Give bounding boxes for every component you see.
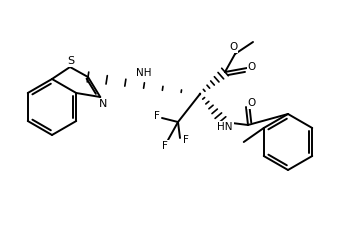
Text: O: O bbox=[248, 98, 256, 108]
Text: O: O bbox=[229, 42, 237, 52]
Text: O: O bbox=[248, 62, 256, 72]
Text: HN: HN bbox=[217, 122, 233, 132]
Text: F: F bbox=[183, 135, 189, 145]
Text: N: N bbox=[99, 99, 107, 109]
Text: F: F bbox=[154, 111, 160, 121]
Text: NH: NH bbox=[136, 68, 152, 78]
Text: F: F bbox=[162, 141, 168, 151]
Text: S: S bbox=[67, 56, 75, 66]
